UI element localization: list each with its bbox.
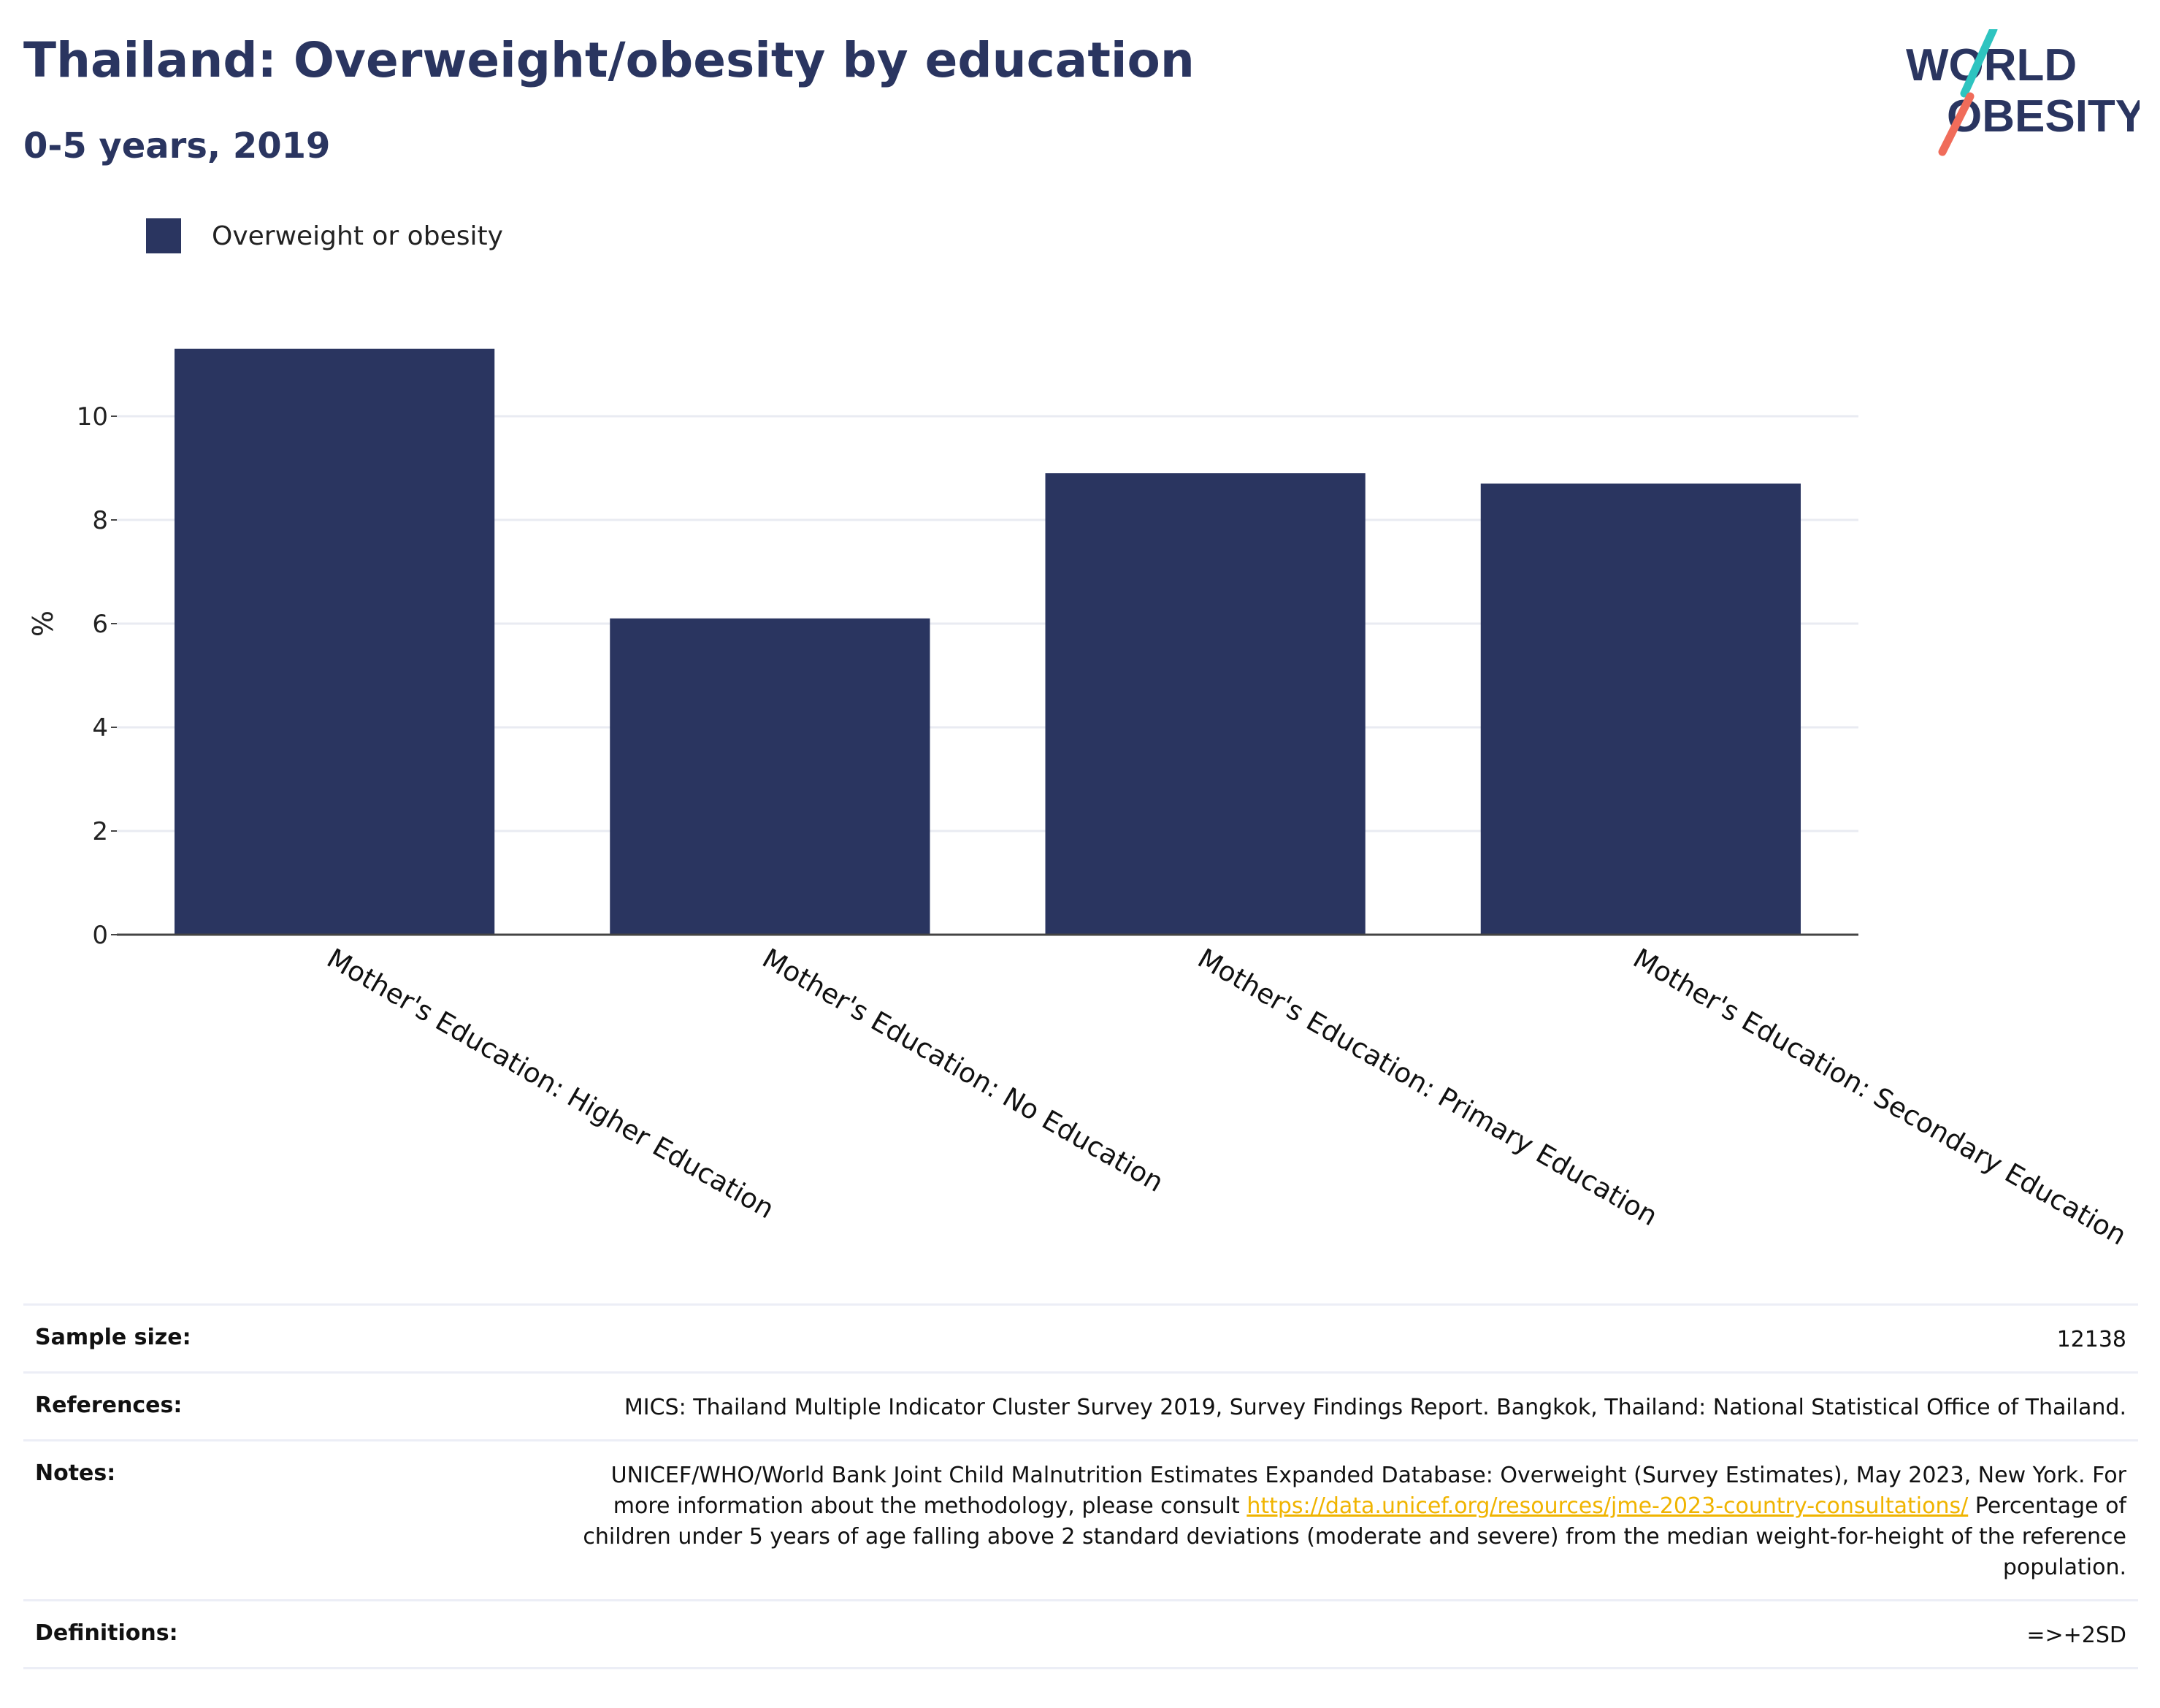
y-axis-label: % — [27, 610, 59, 637]
logo-word-2: OBESITY — [1947, 91, 2140, 142]
notes-link[interactable]: https://data.unicef.org/resources/jme-20… — [1246, 1493, 1969, 1519]
references-value: MICS: Thailand Multiple Indicator Cluste… — [624, 1395, 2126, 1420]
legend-swatch — [146, 218, 181, 253]
meta-row-definitions: Definitions: =>+2SD — [23, 1599, 2138, 1669]
y-tick-label: 10 — [77, 402, 108, 432]
notes-text: UNICEF/WHO/World Bank Joint Child Malnut… — [610, 1463, 2126, 1519]
bar — [1480, 483, 1801, 935]
sample-size-value: 12138 — [2056, 1327, 2126, 1352]
x-tick-label: Mother's Education: Higher Education — [321, 943, 779, 1225]
logo-teal-slash — [1960, 29, 1998, 98]
x-tick-label: Mother's Education: No Education — [757, 943, 1169, 1198]
notes-text-after: Percentage of children under 5 years of … — [583, 1493, 2126, 1580]
notes-value: UNICEF/WHO/World Bank Joint Child Malnut… — [578, 1460, 2126, 1583]
definitions-value: =>+2SD — [2026, 1623, 2126, 1648]
y-tick-label: 6 — [92, 610, 108, 639]
meta-row-sample-size: Sample size: 12138 — [23, 1303, 2138, 1371]
y-tick-label: 0 — [92, 921, 108, 950]
bar — [1045, 473, 1366, 935]
x-tick-label: Mother's Education: Primary Education — [1192, 943, 1663, 1233]
chart-legend: Overweight or obesity — [146, 218, 503, 254]
world-obesity-logo: WORLD OBESITY — [1906, 29, 2140, 156]
meta-row-notes: Notes: UNICEF/WHO/World Bank Joint Child… — [23, 1439, 2138, 1599]
sample-size-label: Sample size: — [35, 1325, 191, 1350]
y-tick-label: 2 — [92, 817, 108, 846]
y-tick-label: 4 — [92, 713, 108, 743]
x-tick-label: Mother's Education: Secondary Education — [1628, 943, 2132, 1252]
page-subtitle: 0-5 years, 2019 — [23, 126, 331, 166]
page-title: Thailand: Overweight/obesity by educatio… — [23, 32, 1195, 88]
meta-row-references: References: MICS: Thailand Multiple Indi… — [23, 1371, 2138, 1439]
y-tick-label: 8 — [92, 506, 108, 535]
bar — [610, 618, 930, 935]
notes-label: Notes: — [35, 1460, 116, 1486]
definitions-label: Definitions: — [35, 1620, 178, 1646]
bar — [175, 348, 495, 935]
logo-word-1: WORLD — [1906, 40, 2077, 91]
bar-chart: 0 2 4 6 8 10% Mother's Education: Higher Educa… — [27, 348, 2132, 1252]
legend-label: Overweight or obesity — [212, 221, 503, 251]
references-label: References: — [35, 1393, 183, 1418]
logo-coral-slash — [1938, 92, 1975, 156]
metadata-table: Sample size: 12138 References: MICS: Tha… — [23, 1303, 2138, 1669]
